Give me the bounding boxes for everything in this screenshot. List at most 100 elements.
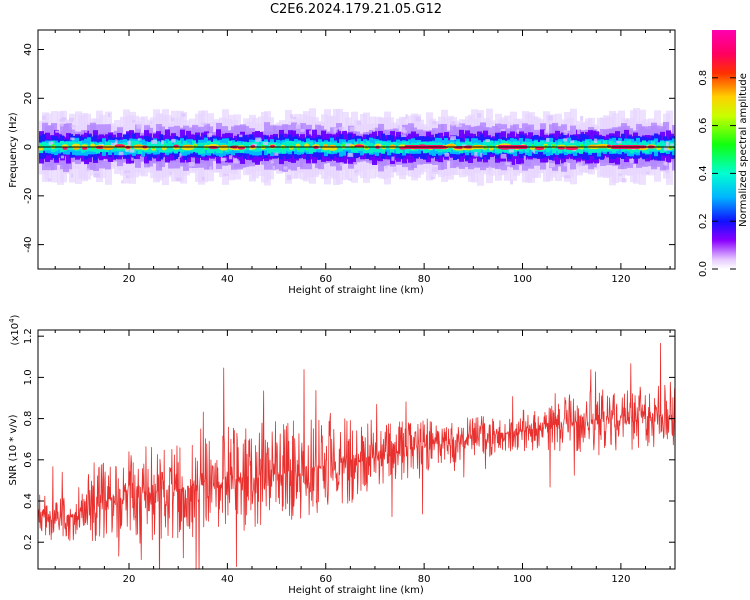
band-speckle — [295, 123, 301, 129]
spectrogram-y-tick-label: 20 — [23, 92, 34, 105]
band-speckle — [594, 138, 598, 143]
colorbar-tick-label: 0.6 — [698, 118, 709, 134]
spectrogram-x-tick-label: 60 — [319, 274, 332, 285]
band-speckle — [500, 153, 507, 159]
colorbar-tick-label: 0.2 — [698, 213, 709, 229]
band-speckle — [505, 161, 512, 166]
band-cell — [156, 141, 160, 151]
band-speckle — [402, 130, 407, 135]
band-speckle — [646, 171, 650, 175]
colorbar-label: Normalized spectral amplitude — [738, 73, 749, 227]
band-speckle — [48, 178, 52, 182]
band-speckle — [118, 151, 124, 156]
band-speckle — [169, 171, 172, 176]
snr-x-tick-label: 80 — [418, 574, 431, 585]
band-speckle — [115, 139, 118, 145]
band-speckle — [500, 128, 506, 132]
band-speckle — [563, 138, 568, 142]
band-cell — [267, 142, 271, 154]
band-peak — [114, 144, 126, 148]
band-speckle — [111, 142, 118, 147]
spectrogram-panel: 20 40 60 80 100 120 -40 -20 0 20 40 Height of stra… — [8, 29, 676, 296]
band-speckle — [255, 137, 261, 142]
band-speckle — [125, 148, 129, 152]
band-speckle — [345, 143, 352, 148]
band-speckle — [48, 141, 54, 146]
spectrogram-ticks: 20 40 60 80 100 120 -40 -20 0 20 40 — [23, 30, 675, 285]
band-speckle — [666, 141, 669, 147]
band-cell — [384, 142, 388, 150]
band-peak — [580, 143, 584, 148]
spectrogram-x-label: Height of straight line (km) — [288, 285, 424, 296]
band-speckle — [228, 155, 233, 160]
spectrogram-y-tick-label: 40 — [23, 43, 34, 56]
spectrogram-x-tick-label: 100 — [513, 274, 532, 285]
band-speckle — [547, 115, 553, 121]
page-title: C2E6.2024.179.21.05.G12 — [269, 2, 443, 17]
snr-y-label: SNR (10 * v/v) — [8, 414, 19, 485]
band-cell — [168, 140, 172, 153]
spectrogram-y-tick-label: -40 — [23, 236, 34, 252]
band-speckle — [220, 157, 227, 161]
band-peak — [91, 146, 95, 150]
band-speckle — [207, 133, 213, 137]
band-speckle — [151, 139, 157, 144]
band-speckle — [121, 180, 124, 184]
snr-x-tick-label: 60 — [319, 574, 332, 585]
band-cell — [48, 142, 52, 151]
band-speckle — [262, 141, 269, 146]
band-peak — [281, 145, 285, 150]
snr-x-label: Height of straight line (km) — [288, 585, 424, 596]
band-cell — [447, 143, 451, 153]
band-cell — [246, 142, 250, 150]
band-speckle — [485, 139, 490, 143]
colorbar-gradient — [712, 30, 736, 269]
band-speckle — [549, 163, 555, 168]
band-speckle — [175, 177, 182, 182]
band-speckle — [136, 124, 142, 129]
band-speckle — [356, 121, 362, 126]
band-cell — [153, 140, 157, 153]
snr-y-tick-label: 0.6 — [23, 452, 34, 468]
spectrogram-x-tick-label: 20 — [123, 274, 136, 285]
band-speckle — [576, 161, 583, 167]
colorbar: 0.0 0.2 0.4 0.6 0.8 Normalized spectral ampl… — [698, 30, 749, 277]
band-speckle — [149, 121, 152, 124]
band-speckle — [618, 173, 622, 176]
spectrogram-frame — [37, 29, 676, 270]
band-speckle — [621, 178, 627, 183]
snr-y-tick-label: 0.4 — [23, 493, 34, 509]
band-speckle — [663, 161, 667, 166]
band-speckle — [209, 166, 212, 171]
band-speckle — [340, 162, 344, 166]
band-speckle — [477, 113, 482, 118]
band-speckle — [179, 153, 182, 158]
band-cell — [396, 143, 400, 154]
colorbar-tick-label: 0.0 — [698, 261, 709, 277]
band-speckle — [270, 160, 274, 164]
band-speckle — [349, 126, 356, 132]
band-cell — [654, 144, 658, 152]
band-speckle — [629, 158, 635, 164]
band-speckle — [397, 125, 400, 130]
band-peak — [296, 146, 300, 151]
band-speckle — [415, 116, 421, 122]
band-speckle — [188, 162, 195, 167]
band-peak — [534, 146, 545, 151]
band-speckle — [170, 117, 175, 122]
snr-y-tick-label: 0.8 — [23, 411, 34, 427]
band-cell — [387, 142, 391, 150]
band-speckle — [181, 113, 186, 117]
band-cell — [177, 140, 181, 152]
snr-series-line — [38, 342, 675, 569]
band-speckle — [70, 137, 75, 141]
colorbar-tick-label: 0.4 — [698, 165, 709, 181]
band-speckle — [626, 119, 629, 122]
snr-x-tick-label: 120 — [611, 574, 630, 585]
band-speckle — [450, 121, 456, 126]
band-speckle — [61, 117, 66, 122]
band-speckle — [516, 129, 520, 134]
band-speckle — [292, 116, 296, 120]
band-cell — [198, 142, 202, 154]
